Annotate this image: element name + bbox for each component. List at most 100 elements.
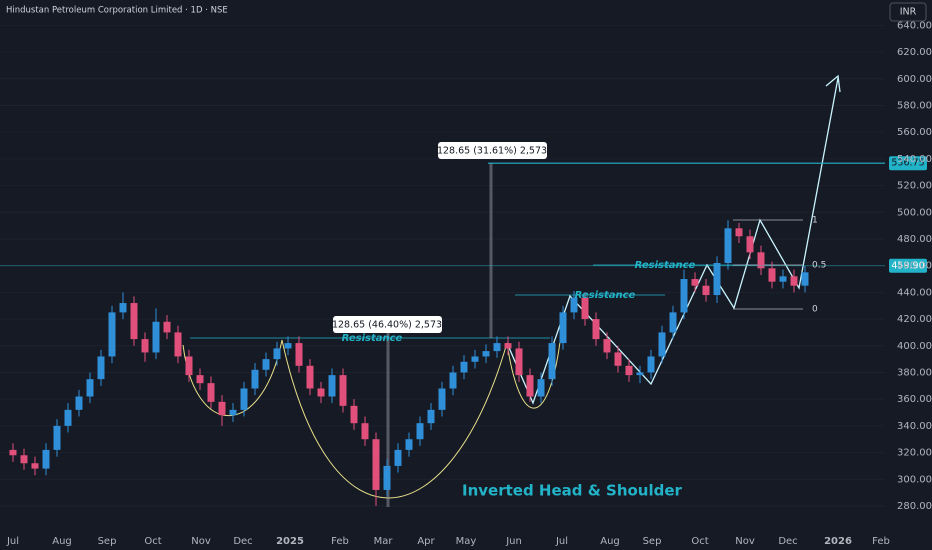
y-tick-label: 520.00 [897,181,932,192]
candle-body [317,388,325,397]
candle-body [251,369,259,389]
candle-body [152,321,160,353]
y-tick-label: 420.00 [897,314,932,325]
candle-body [658,332,666,357]
fib-label: 0.5 [812,261,826,271]
candle-body [537,379,545,397]
candle-body [504,343,512,349]
y-tick-label: 640.00 [897,20,932,31]
fib-label: 0 [812,305,818,315]
resistance-label: Resistance [342,333,403,344]
currency-box [889,2,927,22]
candle-body [130,303,138,340]
candle-body [372,439,380,490]
candles [9,220,809,506]
candle-body [647,356,655,373]
candle-body [262,359,270,370]
candle-body [801,272,809,286]
candle-body [339,375,347,406]
candle-body [614,352,622,366]
price-levels: 536.75 459.90 [0,156,927,273]
candle-body [9,449,17,456]
candle-body [229,409,237,416]
x-tick-label: Dec [233,536,252,547]
candle-body [64,409,72,426]
x-tick-label: Aug [52,536,72,547]
candle-body [218,401,226,416]
candle-body [295,343,303,366]
y-tick-label: 300.00 [897,474,932,485]
x-tick-label: Oct [691,536,708,547]
price-level-label: 459.90 [891,260,924,271]
candle-body [394,449,402,466]
candle-body [691,279,699,286]
candle-body [53,425,61,450]
candle-body [493,343,501,352]
candle-body [306,365,314,389]
candle-body [757,252,765,269]
price-level-box [889,156,927,171]
x-tick-label: Dec [778,536,797,547]
measure-label: 128.65 (46.40%) 2,573 [332,320,442,331]
candle-body [207,383,215,402]
y-tick-label: 460.00 [897,261,932,272]
candle-body [163,321,171,333]
candle-body [273,348,281,360]
x-tick-label: Jul [555,536,568,547]
candle-body [141,339,149,353]
candle-body [350,405,358,424]
x-axis: Jul Aug Sep Oct Nov Dec 2025 Feb Mar Apr May Jun Jul… [6,536,890,547]
y-tick-label: 480.00 [897,234,932,245]
candle-body [570,297,578,313]
currency: INR [900,7,917,18]
candle-body [581,297,589,320]
candle-body [790,276,798,286]
x-tick-label: Jul [6,536,19,547]
y-tick-label: 560.00 [897,127,932,138]
x-tick-label: May [456,536,477,547]
candle-body [427,409,435,424]
candle-body [636,372,644,376]
x-tick-label: 2025 [276,536,304,547]
measure-label: 128.65 (31.61%) 2,573 [437,146,547,157]
candle-body [680,279,688,313]
y-tick-label: 320.00 [897,448,932,459]
measure-box [438,142,547,159]
candle-body [746,236,754,253]
x-tick-label: Jun [505,536,522,547]
candle-body [713,262,721,296]
candle-body [482,351,490,357]
x-tick-label: Nov [191,536,211,547]
candle-body [86,379,94,397]
price-level-label: 536.75 [891,158,924,169]
candle-body [603,339,611,353]
resistance-label: Resistance [575,290,636,301]
candle-body [405,439,413,450]
y-tick-label: 280.00 [897,501,932,512]
y-tick-label: 440.00 [897,287,932,298]
candle-body [185,356,193,376]
y-tick-label: 400.00 [897,341,932,352]
candle-body [416,423,424,440]
candle-body [75,396,83,410]
x-tick-label: Oct [144,536,161,547]
candle-body [471,356,479,362]
y-tick-label: 540.00 [897,154,932,165]
candle-body [20,455,28,464]
candle-body [361,423,369,440]
x-tick-label: Feb [331,536,349,547]
x-tick-label: Nov [735,536,755,547]
candle-body [97,356,105,380]
candle-body [328,375,336,397]
candle-body [42,449,50,469]
arrow-head [825,74,841,93]
candle-body [438,388,446,410]
measure-box [333,316,442,333]
candle-body [724,228,732,263]
y-tick-label: 620.00 [897,47,932,58]
x-tick-label: Sep [643,536,662,547]
y-tick-label: 600.00 [897,74,932,85]
x-tick-label: Sep [98,536,117,547]
x-tick-label: 2026 [824,536,852,547]
candle-body [779,276,787,282]
